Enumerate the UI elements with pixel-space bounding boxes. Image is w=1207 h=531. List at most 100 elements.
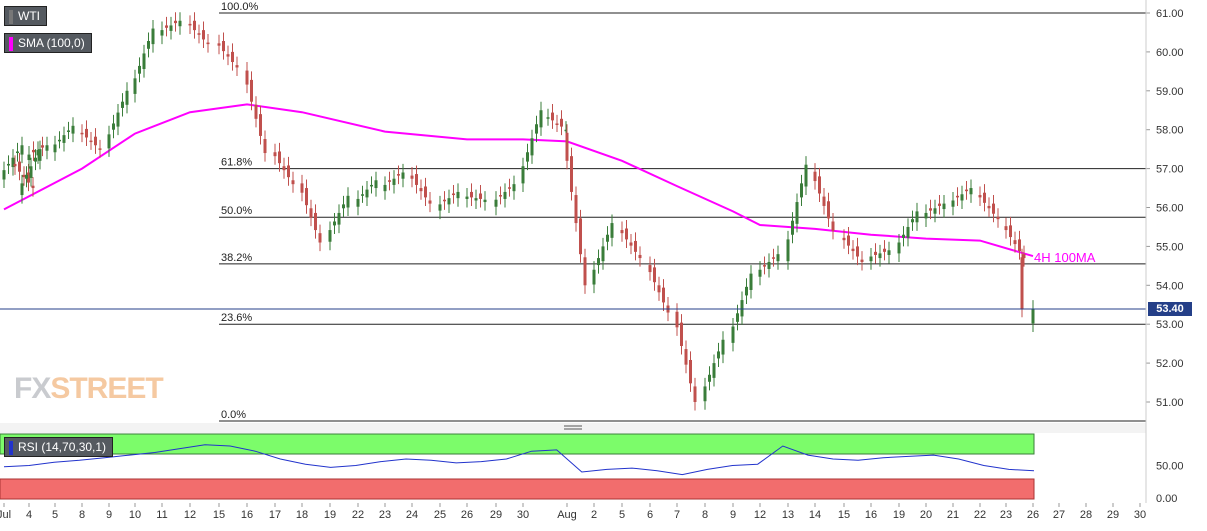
candle-body (392, 178, 396, 185)
candle-body (273, 152, 277, 157)
candle-body (933, 208, 937, 214)
candle-body (401, 172, 405, 179)
instrument-swatch (9, 9, 13, 24)
candle-body (479, 193, 482, 199)
time-tick-label: 24 (406, 509, 418, 521)
candle-body (217, 43, 221, 46)
candle-body (512, 184, 516, 192)
price-tick-label: 55.00 (1156, 241, 1184, 253)
candle-body (142, 53, 146, 70)
candle-body (160, 30, 164, 36)
candle-body (356, 198, 360, 207)
candle-body (314, 212, 317, 231)
candle-body (309, 208, 313, 218)
time-tick-label: 6 (647, 509, 653, 521)
time-tick-label: 5 (52, 509, 58, 521)
time-tick-label: 10 (129, 509, 141, 521)
candle-body (13, 163, 17, 167)
pane-splitter[interactable] (0, 423, 1146, 433)
price-tick-label: 57.00 (1156, 164, 1184, 176)
candle-body (34, 157, 37, 162)
candle-body (1020, 257, 1024, 309)
candle-body (397, 174, 400, 176)
candle-body (736, 313, 739, 322)
time-tick-label: 22 (974, 509, 986, 521)
candle-body (165, 25, 168, 28)
candle-body (508, 187, 511, 189)
time-tick-label: 16 (865, 509, 877, 521)
candle-body (193, 20, 196, 31)
candles (2, 12, 1035, 411)
sma-tag: SMA (100,0) (4, 33, 92, 53)
candle-body (121, 101, 124, 108)
candle-body (535, 124, 538, 134)
candle-body (410, 175, 414, 179)
candle-body (763, 265, 766, 267)
price-tick-label: 52.00 (1156, 358, 1184, 370)
candle-body (601, 246, 605, 262)
candle-body (693, 386, 697, 402)
candle-body (89, 140, 93, 143)
fib-label: 61.8% (221, 157, 252, 169)
candle-body (36, 149, 40, 156)
time-tick-label: 11 (156, 509, 167, 521)
candle-body (342, 204, 345, 209)
candle-body (85, 128, 88, 138)
candle-body (874, 251, 877, 255)
candle-body (20, 145, 24, 155)
logo-part-2: STREET (50, 372, 163, 405)
candle-body (231, 51, 234, 63)
candle-body (470, 191, 473, 198)
rsi-tick-label: 0.00 (1156, 493, 1177, 505)
time-tick-label: 5 (619, 509, 625, 521)
candle-body (245, 70, 249, 85)
logo-part-1: FX (14, 372, 51, 405)
candle-body (924, 212, 928, 219)
candle-body (1004, 226, 1008, 231)
candle-body (499, 195, 502, 197)
price-tick-label: 51.00 (1156, 397, 1184, 409)
candle-body (521, 166, 525, 184)
candle-body (749, 273, 753, 290)
candle-body (2, 170, 6, 180)
candle-body (494, 199, 498, 207)
candle-body (822, 196, 826, 206)
candle-body (818, 176, 821, 194)
instrument-tag: WTI (4, 6, 47, 26)
candle-body (107, 134, 111, 149)
candle-body (675, 311, 679, 328)
candle-body (443, 199, 446, 202)
candle-body (263, 139, 267, 154)
time-tick-label: 18 (296, 509, 308, 521)
time-tick-label: 13 (782, 509, 794, 521)
time-tick-label: Jul (0, 509, 11, 521)
candle-body (287, 165, 290, 178)
candle-body (328, 230, 332, 242)
candle-body (606, 234, 609, 242)
candle-body (18, 161, 21, 172)
candle-body (574, 195, 578, 224)
candle-body (452, 193, 455, 196)
candle-body (346, 195, 350, 208)
rsi-label: RSI (14,70,30,1) (18, 440, 107, 454)
candle-body (278, 151, 281, 164)
candle-body (25, 174, 28, 179)
candle-body (860, 259, 864, 262)
candle-body (125, 90, 129, 105)
candle-body (731, 326, 735, 343)
sma-swatch (9, 36, 13, 51)
candle-body (305, 188, 308, 206)
candle-body (112, 123, 115, 130)
candle-body (983, 192, 986, 203)
candle-body (318, 233, 322, 243)
rsi-overbought-zone (0, 433, 1035, 455)
time-tick-label: 20 (920, 509, 932, 521)
candle-body (708, 374, 711, 382)
candle-body (869, 256, 873, 262)
candle-body (1018, 239, 1021, 252)
candle-body (680, 322, 683, 346)
candle-body (197, 33, 201, 35)
time-tick-label: 25 (434, 509, 446, 521)
rsi-oversold-zone (0, 478, 1035, 500)
